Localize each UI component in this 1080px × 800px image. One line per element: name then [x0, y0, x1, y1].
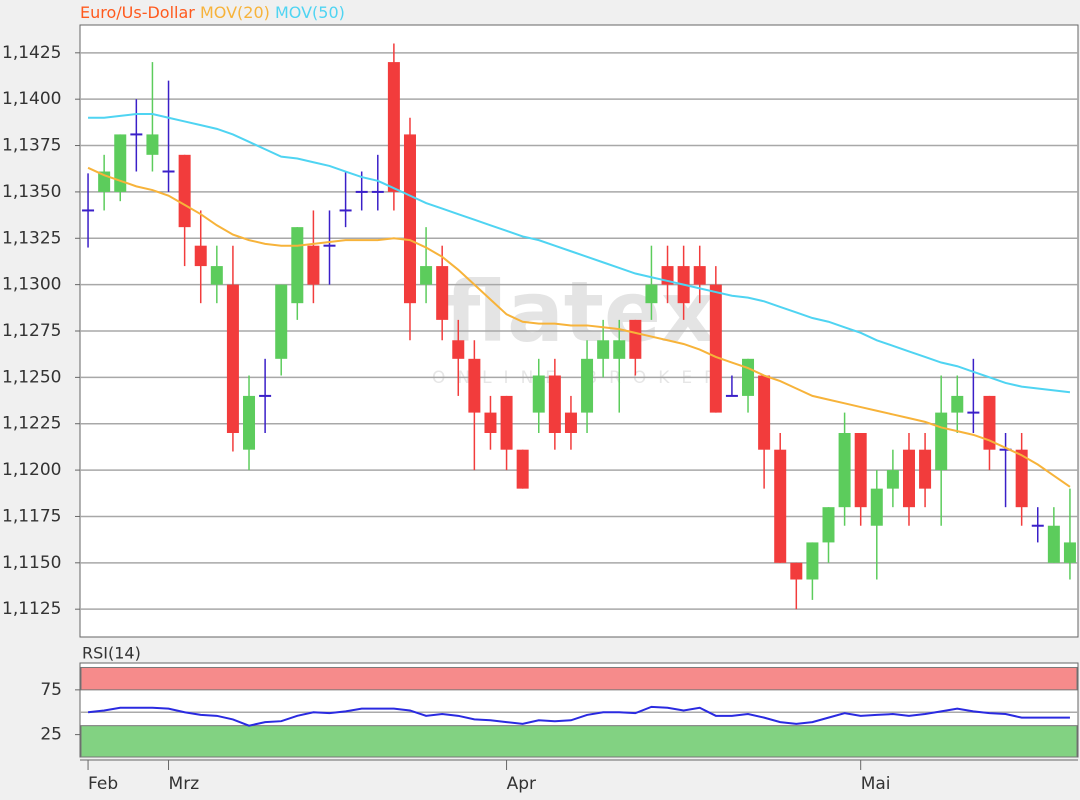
- band: [80, 725, 1078, 758]
- candle-body: [564, 412, 577, 433]
- candle-body: [1047, 525, 1060, 563]
- candle-body: [629, 319, 642, 359]
- candle-body: [709, 284, 722, 413]
- x-tick-label: Mai: [861, 774, 891, 794]
- candle-body: [774, 449, 787, 563]
- candle-body: [597, 340, 610, 359]
- candle-body: [516, 449, 529, 489]
- y-tick-label: 1,1400: [2, 89, 61, 109]
- y-tick-label: 1,1225: [2, 414, 61, 434]
- y-tick-label: 1,1125: [2, 599, 61, 619]
- candle-body: [758, 375, 771, 450]
- candle-body: [452, 340, 465, 359]
- candle-body: [436, 266, 449, 320]
- candle-body: [420, 266, 433, 285]
- y-tick-label: 1,1175: [2, 506, 61, 526]
- legend: Euro/Us-Dollar MOV(20) MOV(50): [80, 3, 345, 22]
- candle-body: [1063, 542, 1076, 563]
- series-line: [87, 166, 1071, 488]
- candle-body: [822, 507, 835, 543]
- candle-body: [243, 395, 256, 450]
- y-tick-label: 25: [40, 725, 62, 745]
- candle-body: [387, 62, 400, 192]
- candle-body: [500, 395, 513, 450]
- candle-body: [886, 470, 899, 489]
- candle-body: [178, 154, 191, 228]
- candle-body: [210, 266, 223, 285]
- candle-body: [806, 542, 819, 580]
- candle-body: [613, 340, 626, 359]
- candle-body: [1015, 449, 1028, 508]
- candle-body: [307, 245, 320, 285]
- x-tick-label: Feb: [88, 774, 118, 794]
- candle-body: [146, 134, 159, 155]
- candle-body: [403, 134, 416, 304]
- candle-body: [548, 375, 561, 433]
- candle-body: [919, 449, 932, 489]
- legend-entry: Euro/Us-Dollar: [80, 3, 195, 22]
- candle-body: [935, 412, 948, 471]
- y-tick-label: 1,1325: [2, 228, 61, 248]
- candle-body: [645, 284, 658, 304]
- y-tick-label: 1,1250: [2, 367, 61, 387]
- candle-body: [581, 358, 594, 413]
- band: [80, 666, 1078, 691]
- candle-body: [468, 358, 481, 413]
- candle-body: [194, 245, 207, 267]
- series-line: [87, 705, 1070, 727]
- series-line: [88, 113, 1071, 394]
- watermark: flatex: [445, 263, 715, 361]
- y-tick-label: 1,1275: [2, 321, 61, 341]
- candle-body: [226, 284, 239, 433]
- candle-body: [742, 358, 755, 396]
- candle-body: [790, 562, 803, 580]
- legend-entry: MOV(20): [200, 3, 270, 22]
- candle-body: [870, 488, 883, 526]
- y-tick-label: 1,1150: [2, 553, 61, 573]
- y-tick-label: 1,1375: [2, 136, 61, 156]
- candle-body: [484, 412, 497, 433]
- candle-body: [114, 134, 127, 192]
- y-tick-label: 1,1425: [2, 43, 61, 63]
- candle-body: [532, 375, 545, 413]
- x-tick-label: Mrz: [169, 774, 200, 794]
- y-tick-label: 75: [40, 680, 62, 700]
- y-tick-label: 1,1200: [2, 460, 61, 480]
- x-tick-label: Apr: [507, 774, 536, 794]
- candle-body: [693, 266, 706, 285]
- candle-body: [854, 433, 867, 508]
- candle-body: [838, 433, 851, 508]
- legend-entry: MOV(50): [275, 3, 345, 22]
- candle-body: [275, 284, 288, 359]
- candle-body: [951, 395, 964, 413]
- y-tick-label: 1,1350: [2, 182, 61, 202]
- candle-body: [291, 227, 304, 304]
- candle-body: [902, 449, 915, 508]
- rsi-title: RSI(14): [82, 644, 141, 663]
- y-tick-label: 1,1300: [2, 275, 61, 295]
- candle-body: [983, 395, 996, 450]
